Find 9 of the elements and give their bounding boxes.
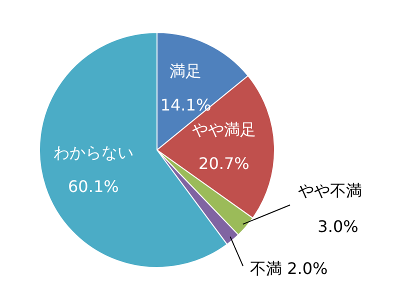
slice-label: わからない xyxy=(53,143,134,162)
slice-label: 満足 xyxy=(170,62,202,81)
data-label: 20.7% xyxy=(198,154,250,173)
data-label: 14.1% xyxy=(160,96,212,115)
slice-label: やや不満 xyxy=(298,181,362,200)
data-label: 3.0% xyxy=(318,217,358,236)
slice-label: 不満 2.0% xyxy=(250,259,328,278)
data-label: 60.1% xyxy=(68,177,119,196)
slice-label: やや満足 xyxy=(192,120,256,139)
